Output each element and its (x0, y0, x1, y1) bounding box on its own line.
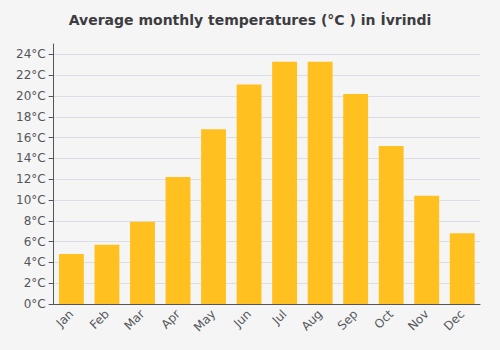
svg-text:6°C: 6°C (24, 235, 46, 249)
svg-text:8°C: 8°C (24, 214, 46, 228)
svg-text:20°C: 20°C (16, 89, 46, 103)
svg-text:Aug: Aug (299, 307, 325, 333)
svg-text:0°C: 0°C (24, 297, 46, 311)
svg-text:Average monthly temperatures (: Average monthly temperatures (°C ) in İv… (69, 12, 432, 28)
svg-text:22°C: 22°C (16, 68, 46, 82)
svg-text:Mar: Mar (122, 307, 148, 333)
svg-text:24°C: 24°C (16, 47, 46, 61)
svg-text:12°C: 12°C (16, 172, 46, 186)
svg-text:Nov: Nov (405, 307, 431, 333)
svg-text:Oct: Oct (372, 307, 397, 332)
svg-text:Feb: Feb (87, 307, 112, 332)
svg-text:14°C: 14°C (16, 151, 46, 165)
svg-text:Apr: Apr (158, 307, 183, 332)
svg-text:10°C: 10°C (16, 193, 46, 207)
svg-text:2°C: 2°C (24, 276, 46, 290)
svg-text:Jul: Jul (269, 307, 290, 328)
svg-text:Sep: Sep (335, 307, 361, 333)
svg-text:Jun: Jun (230, 307, 254, 331)
svg-text:Dec: Dec (441, 307, 467, 333)
svg-text:Jan: Jan (53, 307, 77, 331)
svg-text:4°C: 4°C (24, 255, 46, 269)
svg-text:May: May (191, 307, 218, 334)
svg-text:18°C: 18°C (16, 110, 46, 124)
svg-text:16°C: 16°C (16, 131, 46, 145)
